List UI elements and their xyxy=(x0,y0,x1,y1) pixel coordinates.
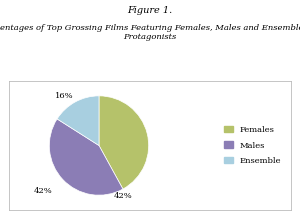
Wedge shape xyxy=(57,96,99,146)
Text: Percentages of Top Grossing Films Featuring Females, Males and Ensembles as
Prot: Percentages of Top Grossing Films Featur… xyxy=(0,24,300,41)
Text: 42%: 42% xyxy=(114,192,133,200)
Text: 16%: 16% xyxy=(55,92,74,100)
Legend: Females, Males, Ensemble: Females, Males, Ensemble xyxy=(221,123,284,168)
Wedge shape xyxy=(99,96,148,189)
Text: 42%: 42% xyxy=(34,187,52,195)
Wedge shape xyxy=(50,119,123,195)
Text: Figure 1.: Figure 1. xyxy=(128,6,172,15)
